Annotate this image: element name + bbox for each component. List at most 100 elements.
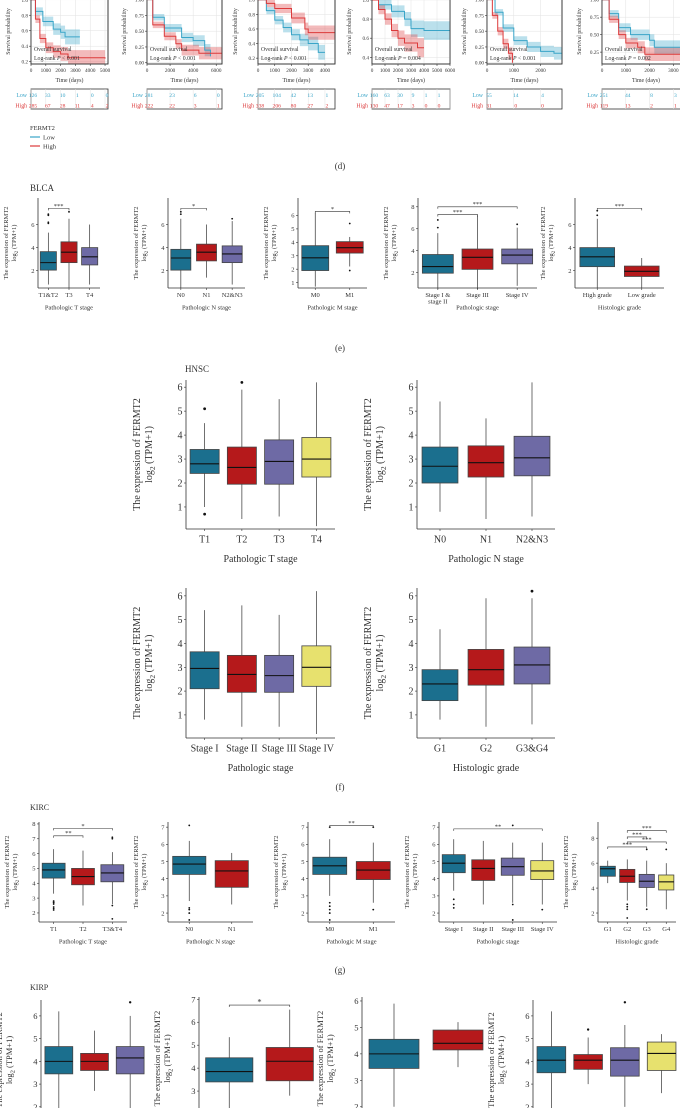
boxplot-blca-stage: 2 4 6 8 Stage I & stage II Stage III Stage IV Pa… — [383, 198, 537, 311]
box-g3-g4 — [513, 589, 551, 725]
outlier-point — [645, 908, 648, 911]
x-tick-label: N0 — [185, 926, 193, 933]
risk-count-high: 285 — [29, 104, 38, 110]
box-group-1 — [368, 1003, 420, 1107]
low-ci-band — [35, 0, 80, 46]
outlier-point — [596, 209, 599, 212]
x-axis-title: Histologic grade — [615, 938, 658, 945]
risk-count-low: 281 — [145, 93, 154, 99]
y-tick-label: 0.75 — [590, 15, 599, 21]
box-stage-i — [441, 839, 466, 909]
significance-label: * — [257, 996, 261, 1006]
y-tick-label: 0.4 — [363, 55, 370, 61]
outlier-point — [179, 213, 182, 216]
section-title-hnsc: HNSC — [185, 364, 209, 374]
x-axis-title: Pathologic N stage — [448, 554, 524, 565]
y-tick-label: 1.00 — [135, 0, 144, 4]
risk-table-frame — [257, 88, 336, 110]
ylabel-log: log — [141, 252, 148, 261]
section-title-blca: BLCA — [30, 183, 55, 193]
y-tick-label: 2 — [31, 268, 34, 275]
box-t1 — [41, 849, 66, 911]
y-axis-subtitle: log2 (TPM+1) — [144, 635, 157, 692]
ylabel-log: log — [281, 881, 288, 890]
x-tick-label-line: High grade — [583, 292, 612, 299]
x-axis-title: Time (days) — [171, 77, 199, 84]
y-tick-label: 2 — [161, 910, 164, 917]
outlier-point — [348, 222, 351, 225]
x-tick-label-line: T3 — [65, 292, 72, 299]
ylabel-rest: (TPM+1) — [571, 854, 578, 880]
y-tick-label: 4 — [178, 431, 183, 442]
y-tick-label: 4 — [301, 876, 305, 883]
x-tick-label: Stage II — [473, 926, 493, 933]
x-tick-label-line: T2 — [79, 926, 86, 933]
y-tick-label: 6 — [568, 222, 572, 229]
x-tick-label: 0 — [601, 68, 604, 74]
risk-count-low: 9 — [412, 93, 415, 99]
y-tick-label: 2 — [32, 910, 35, 917]
y-axis-title: The expression of FERMT2 — [0, 1012, 4, 1108]
risk-count-low: 63 — [384, 93, 390, 99]
outlier-point — [626, 917, 629, 919]
y-tick-label: 0.2 — [249, 56, 256, 62]
y-axis-title: The expression of FERMT2 — [404, 835, 411, 908]
x-tick-label-line: N2&N3 — [516, 535, 548, 546]
risk-count-high: 3 — [194, 104, 197, 110]
significance-label: * — [331, 206, 334, 213]
box-stage-i-stage-ii — [421, 219, 454, 290]
y-axis-title: The expression of FERMT2 — [132, 607, 143, 720]
risk-count-high: 206 — [273, 104, 282, 110]
km-logrank-p: Log-rank P < 0.001 — [261, 56, 307, 62]
x-tick-label-line: N1 — [480, 535, 492, 546]
x-axis-title: Pathologic T stage — [59, 938, 107, 945]
x-tick-label: Stage IV — [506, 292, 529, 299]
outlier-point — [516, 223, 519, 226]
logrank-p-symbol: P — [56, 56, 61, 62]
ylabel-log: log — [496, 1073, 506, 1085]
box-t1-t2 — [39, 213, 57, 285]
box-group-1 — [536, 1011, 567, 1108]
x-axis-title: Time (days) — [56, 77, 84, 84]
ylabel-log: log — [325, 1071, 335, 1083]
ylabel-rest: (TPM+1) — [144, 635, 155, 675]
legend-title: FERMT2 — [30, 125, 55, 132]
x-axis-title: Pathologic stage — [456, 304, 499, 311]
x-tick-label: 3000 — [303, 68, 314, 74]
y-tick-label: 2 — [354, 1102, 358, 1108]
x-tick-label-line: Stage III — [501, 926, 524, 933]
x-tick-label: Stage I — [191, 744, 219, 755]
x-tick-label-line: N0 — [185, 926, 193, 933]
x-tick-label: 0 — [146, 68, 149, 74]
significance-bracket — [596, 208, 643, 211]
box-n0 — [172, 824, 207, 921]
x-tick-label: Stage I & stage II — [425, 292, 450, 306]
box-stage-i — [189, 610, 220, 720]
y-tick-label: 5 — [191, 1040, 195, 1050]
y-tick-label: 5 — [525, 1034, 529, 1044]
risk-table-frame — [146, 88, 223, 110]
significance-bracket — [626, 841, 667, 844]
y-tick-label: 7 — [161, 824, 165, 831]
risk-count-high: 119 — [600, 104, 608, 110]
y-tick-label: 6 — [32, 851, 36, 858]
y-tick-label: 1 — [409, 710, 414, 721]
y-tick-label: 2 — [568, 268, 571, 275]
boxplot-kirc-grade: 2 4 6 8 G1 G2 G3 G4 Histologic grade The expressi… — [563, 822, 676, 945]
x-tick-label: T3 — [274, 535, 285, 546]
outlier-point — [623, 1001, 627, 1004]
x-tick-label: T2 — [236, 535, 247, 546]
x-tick-label: Stage III — [501, 926, 524, 933]
y-tick-label: 3 — [301, 893, 304, 900]
y-tick-label: 4 — [409, 431, 414, 442]
logrank-p-value: < 0.001 — [288, 56, 307, 62]
iqr-box — [44, 1046, 74, 1075]
logrank-prefix: Log-rank — [375, 56, 398, 62]
y-tick-label: 0.6 — [363, 36, 370, 42]
y-tick-label: 6 — [31, 222, 35, 229]
x-tick-label: N0 — [177, 292, 185, 299]
x-tick-label-line: Stage IV — [299, 744, 335, 755]
y-tick-label: 6 — [525, 1011, 529, 1021]
